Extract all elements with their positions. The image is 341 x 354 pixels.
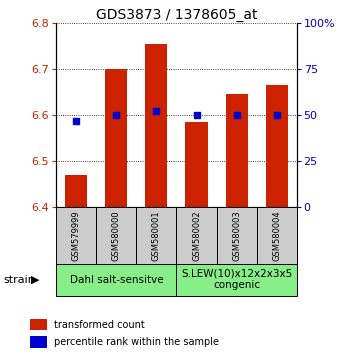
Bar bbox=[266, 85, 288, 207]
Text: ▶: ▶ bbox=[31, 275, 39, 285]
Text: GSM580004: GSM580004 bbox=[272, 210, 281, 261]
Bar bbox=[217, 207, 257, 264]
Bar bbox=[56, 207, 97, 264]
Text: GSM580001: GSM580001 bbox=[152, 210, 161, 261]
Text: GSM579999: GSM579999 bbox=[72, 210, 81, 261]
Bar bbox=[257, 207, 297, 264]
Point bbox=[154, 109, 159, 114]
Point bbox=[74, 118, 79, 124]
Bar bbox=[30, 336, 47, 348]
Text: transformed count: transformed count bbox=[54, 320, 145, 330]
Bar bbox=[105, 69, 128, 207]
Text: S.LEW(10)x12x2x3x5
congenic: S.LEW(10)x12x2x3x5 congenic bbox=[181, 269, 292, 291]
Point bbox=[234, 112, 239, 118]
Bar bbox=[225, 95, 248, 207]
Text: GSM580003: GSM580003 bbox=[232, 210, 241, 261]
Title: GDS3873 / 1378605_at: GDS3873 / 1378605_at bbox=[96, 8, 257, 22]
Bar bbox=[96, 207, 136, 264]
Text: strain: strain bbox=[3, 275, 35, 285]
Bar bbox=[177, 207, 217, 264]
Bar bbox=[65, 175, 87, 207]
Text: GSM580002: GSM580002 bbox=[192, 210, 201, 261]
Point bbox=[194, 112, 199, 118]
Point bbox=[274, 112, 279, 118]
Bar bbox=[177, 264, 297, 296]
Bar bbox=[136, 207, 177, 264]
Text: Dahl salt-sensitve: Dahl salt-sensitve bbox=[70, 275, 163, 285]
Point bbox=[114, 112, 119, 118]
Bar bbox=[186, 122, 208, 207]
Bar bbox=[30, 319, 47, 330]
Text: GSM580000: GSM580000 bbox=[112, 210, 121, 261]
Bar bbox=[145, 44, 167, 207]
Bar bbox=[56, 264, 177, 296]
Text: percentile rank within the sample: percentile rank within the sample bbox=[54, 337, 219, 347]
